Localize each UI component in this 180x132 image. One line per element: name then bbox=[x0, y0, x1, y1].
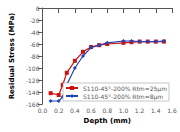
svg-text:0.8: 0.8 bbox=[102, 107, 112, 114]
svg-text:0.6: 0.6 bbox=[86, 107, 96, 114]
svg-text:1.0: 1.0 bbox=[119, 107, 129, 114]
svg-text:-140: -140 bbox=[26, 89, 40, 96]
svg-text:-100: -100 bbox=[26, 65, 40, 72]
svg-text:1.2: 1.2 bbox=[135, 107, 145, 114]
svg-text:Depth (mm): Depth (mm) bbox=[84, 117, 131, 125]
svg-text:S110-45°-200% Rtm=25μm: S110-45°-200% Rtm=25μm bbox=[83, 85, 167, 93]
svg-text:0.0: 0.0 bbox=[38, 107, 48, 114]
svg-text:Residual Stress (MPa): Residual Stress (MPa) bbox=[8, 13, 16, 100]
svg-text:-80: -80 bbox=[30, 53, 40, 60]
svg-text:0: 0 bbox=[36, 5, 40, 12]
svg-text:-20: -20 bbox=[30, 17, 40, 24]
svg-text:-120: -120 bbox=[26, 77, 40, 84]
svg-text:1.4: 1.4 bbox=[151, 107, 161, 114]
svg-text:-40: -40 bbox=[30, 29, 40, 36]
svg-text:-160: -160 bbox=[25, 100, 40, 108]
svg-text:1.6: 1.6 bbox=[167, 107, 177, 114]
svg-text:0.4: 0.4 bbox=[70, 107, 80, 114]
svg-text:-60: -60 bbox=[30, 41, 40, 48]
svg-text:0.2: 0.2 bbox=[54, 107, 64, 114]
svg-text:S110-45°-200% Rtm=8μm: S110-45°-200% Rtm=8μm bbox=[83, 93, 163, 101]
